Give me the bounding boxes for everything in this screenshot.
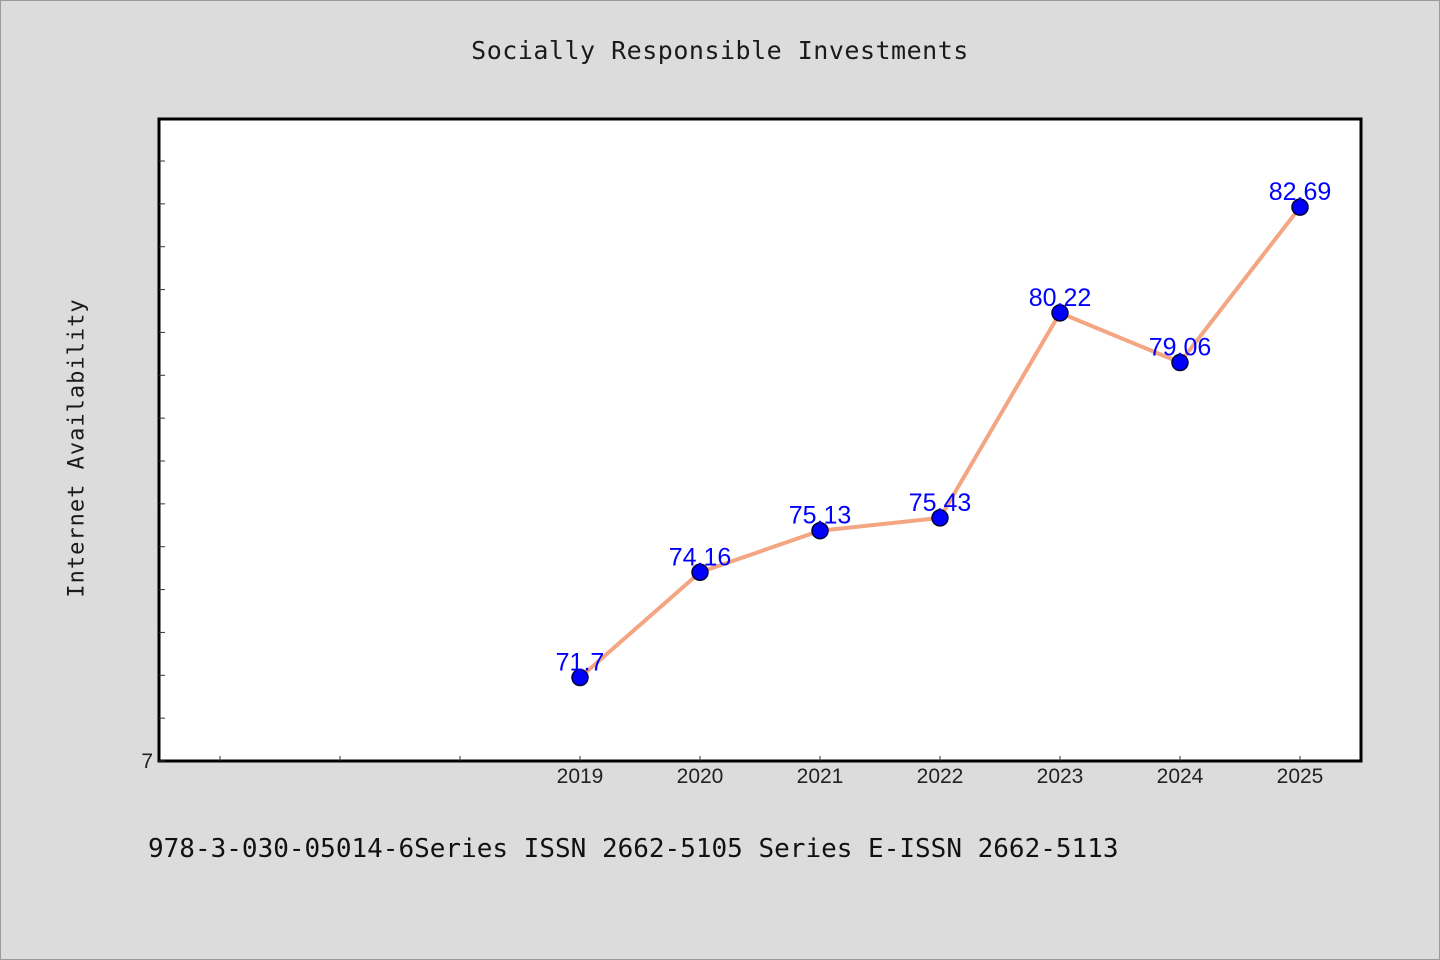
x-tick-label: 2024 [1157, 765, 1204, 788]
chart-title: Socially Responsible Investments [471, 36, 969, 65]
y-tick-label: 7 [141, 750, 153, 773]
data-point [571, 668, 589, 687]
data-point [811, 521, 829, 540]
data-label: 75.13 [789, 502, 852, 530]
x-tick-label: 2025 [1277, 765, 1324, 788]
x-tick-label: 2023 [1037, 765, 1084, 788]
series-group [571, 198, 1309, 687]
data-point [1171, 353, 1189, 372]
data-label: 71.7 [556, 649, 605, 677]
x-tick-label: 2020 [677, 765, 724, 788]
data-label: 80.22 [1029, 284, 1092, 312]
plot-area [157, 117, 1363, 763]
data-point [931, 509, 949, 527]
data-label: 82.69 [1269, 178, 1332, 206]
x-tick-label: 2021 [797, 765, 844, 788]
data-point [1291, 198, 1309, 216]
x-ticks: 2019 2020 2021 2022 2023 2024 2025 [219, 756, 1324, 788]
footer-text: 978-3-030-05014-6Series ISSN 2662-5105 S… [148, 834, 1119, 864]
y-ticks: 7 [141, 160, 165, 773]
x-tick-label: 2022 [917, 765, 964, 788]
data-label: 75.43 [909, 489, 972, 517]
data-label: 79.06 [1149, 334, 1212, 362]
data-labels: 71.7 74.16 75.13 75.43 80.22 79.06 82.69 [556, 178, 1332, 676]
data-point [691, 563, 709, 582]
x-tick-label: 2019 [557, 765, 604, 788]
data-label: 74.16 [669, 543, 732, 571]
data-point [1051, 304, 1069, 322]
